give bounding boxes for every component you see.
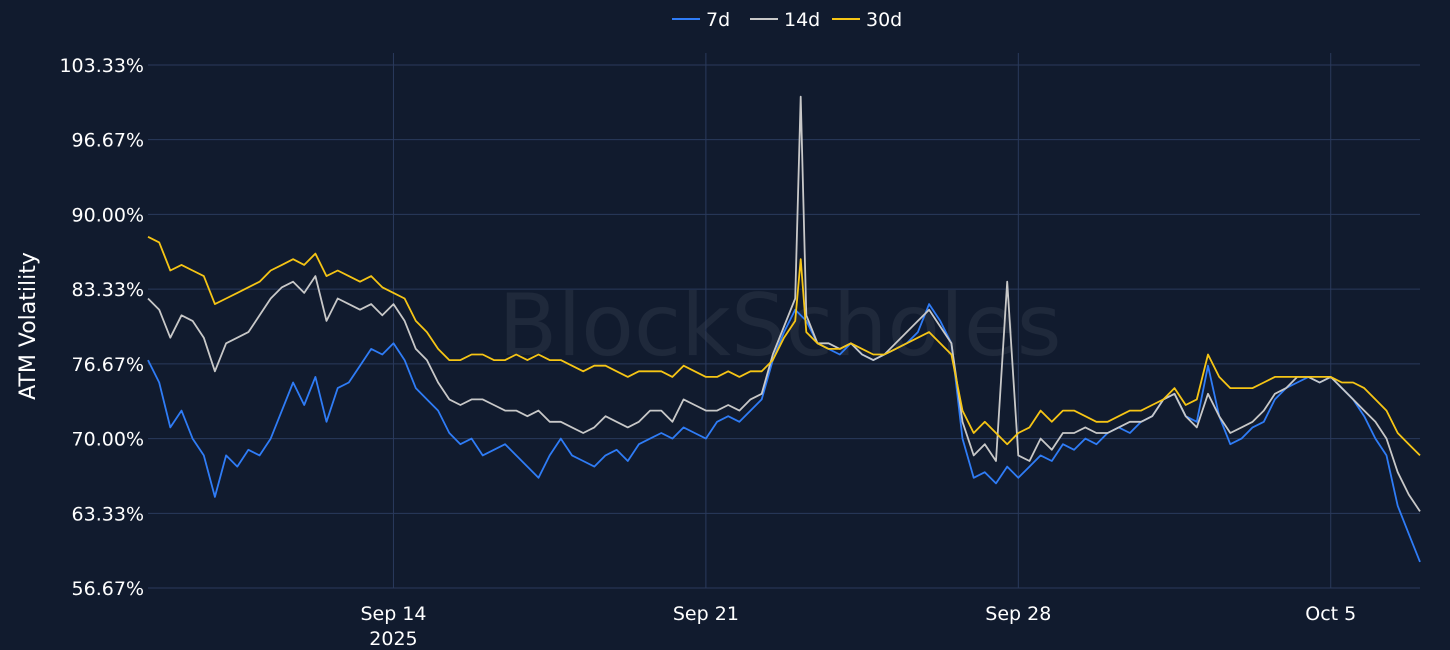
y-axis-ticks: 103.33% 96.67% 90.00% 83.33% 76.67% 70.00% 63.… (59, 55, 144, 600)
y-axis-title: ATM Volatility (16, 252, 41, 400)
x-tick-label: Sep 28 (985, 603, 1051, 625)
grid-lines (148, 53, 1420, 589)
legend-label: 30d (866, 9, 902, 31)
watermark: BlockScholes (498, 276, 1061, 376)
y-tick-label: 96.67% (72, 130, 144, 152)
legend[interactable]: 7d 14d 30d (672, 9, 902, 31)
legend-item-30d[interactable]: 30d (832, 9, 902, 31)
x-tick-label: Sep 14 (360, 603, 426, 625)
legend-item-14d[interactable]: 14d (750, 9, 820, 31)
x-axis-ticks: Sep 14 2025 Sep 21 Sep 28 Oct 5 (360, 603, 1356, 650)
series-line-7d (147, 303, 1421, 563)
y-tick-label: 63.33% (72, 503, 144, 525)
legend-label: 14d (784, 9, 820, 31)
y-tick-label: 90.00% (72, 204, 144, 226)
y-tick-label: 56.67% (72, 578, 144, 600)
x-tick-label: Sep 21 (673, 603, 739, 625)
x-tick-sublabel: 2025 (369, 628, 417, 650)
series-line-30d (147, 235, 1421, 457)
y-tick-label: 83.33% (72, 279, 144, 301)
series-line-14d (147, 95, 1421, 512)
legend-item-7d[interactable]: 7d (672, 9, 730, 31)
y-tick-label: 103.33% (59, 55, 144, 77)
y-tick-label: 70.00% (72, 429, 144, 451)
x-tick-label: Oct 5 (1305, 603, 1356, 625)
legend-label: 7d (706, 9, 730, 31)
y-tick-label: 76.67% (72, 354, 144, 376)
series-layer (147, 95, 1421, 563)
